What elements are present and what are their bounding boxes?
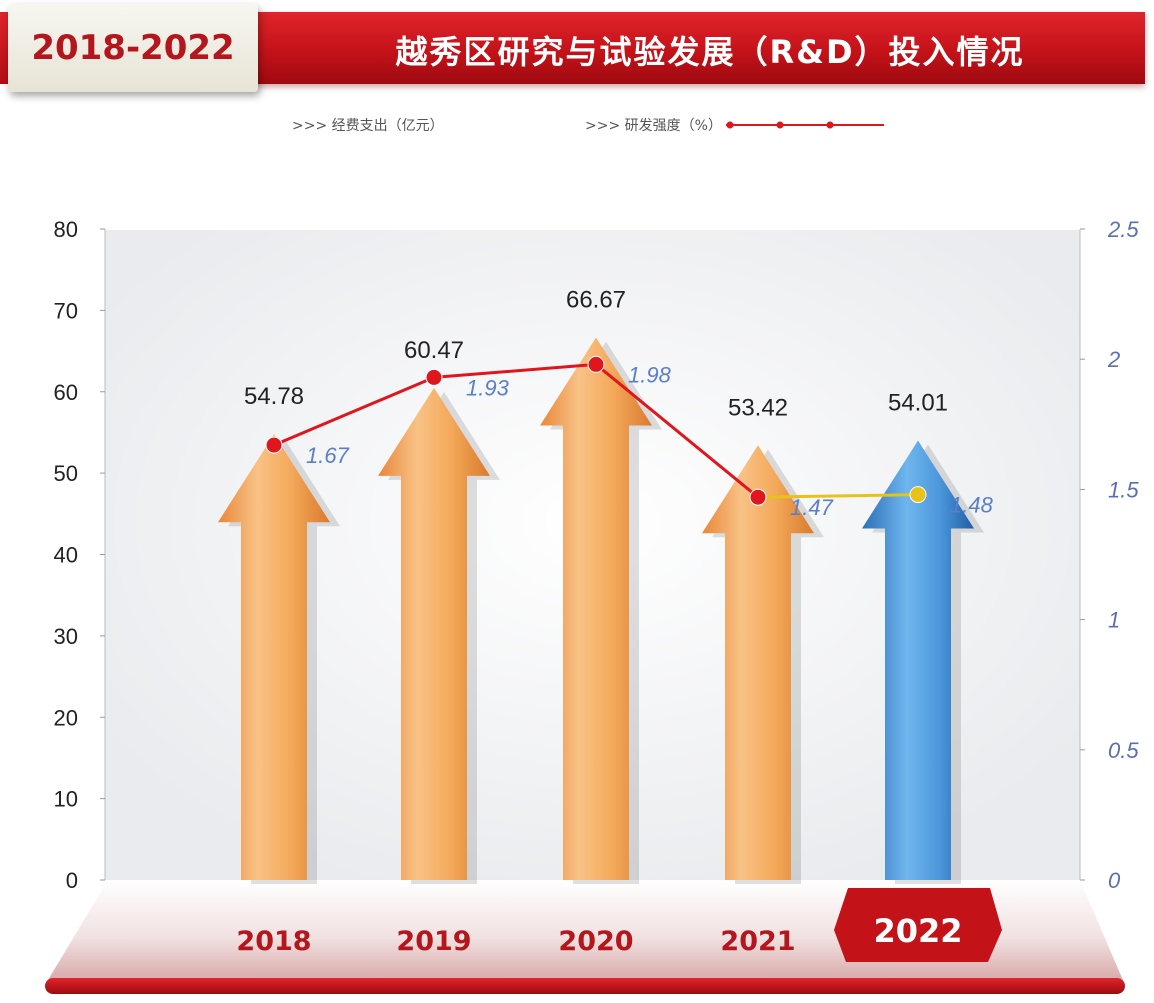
year-range-badge: 2018-2022 [8,4,258,92]
line-value-label: 1.48 [950,493,994,518]
legend-line: >>> 研发强度（%） [585,112,886,138]
line-point [265,436,283,454]
bar-value-label: 53.42 [728,394,788,421]
bar-value-label: 66.67 [566,286,626,313]
bar-arrow [702,445,814,880]
banner-red-bar [205,12,1145,84]
bar-value-label: 54.01 [888,389,948,416]
category-label: 2018 [236,926,311,957]
line-point [749,488,767,506]
line-segment [433,362,597,379]
left-axis-tick-label: 70 [54,298,78,323]
line-point [587,355,605,373]
header-banner: 2018-2022 越秀区研究与试验发展（R&D）投入情况 [0,0,1154,96]
line-point [909,486,927,504]
left-axis-tick-label: 50 [54,461,78,486]
left-axis-tick-label: 80 [54,217,78,242]
left-axis-tick-label: 10 [54,787,78,812]
year-range-text: 2018-2022 [31,28,235,68]
line-segment [273,376,435,447]
bar-value-label: 60.47 [404,337,464,364]
left-axis-tick-label: 30 [54,624,78,649]
legend-bar-label: >>> 经费支出（亿元） [292,118,444,134]
chart-title: 越秀区研究与试验发展（R&D）投入情况 [395,33,1025,71]
base-red-strip [45,978,1125,994]
bar-arrow [218,434,330,880]
line-value-label: 1.98 [628,362,672,387]
line-segment [757,493,919,499]
legend-bar: >>> 经费支出（亿元） [292,112,444,138]
highlight-year-tag [834,888,1002,962]
line-point [425,368,443,386]
category-label: 2020 [558,926,633,957]
category-label: 2021 [720,926,795,957]
right-axis-tick-label: 0 [1108,868,1121,893]
legend-line-swatch-icon [725,121,884,129]
left-axis-tick-label: 0 [66,868,78,893]
bar-arrow [862,440,974,880]
line-value-label: 1.93 [466,375,510,400]
right-axis-tick-label: 2.5 [1107,217,1139,242]
legend-line-label: >>> 研发强度（%） [585,118,722,134]
left-axis-tick-label: 60 [54,380,78,405]
bar-arrow [378,387,490,880]
line-value-label: 1.67 [306,443,350,468]
right-axis-tick-label: 1 [1108,608,1120,633]
left-axis-tick-label: 40 [54,543,78,568]
right-axis-tick-label: 2 [1107,347,1120,372]
category-label: 2022 [873,912,962,950]
category-label: 2019 [396,926,471,957]
right-axis-tick-label: 0.5 [1108,738,1139,763]
left-axis-tick-label: 20 [54,705,78,730]
line-value-label: 1.47 [790,495,834,520]
right-axis-tick-label: 1.5 [1108,477,1139,502]
bar-value-label: 54.78 [244,383,304,410]
line-segment [595,363,759,499]
bar-arrow [540,337,652,880]
